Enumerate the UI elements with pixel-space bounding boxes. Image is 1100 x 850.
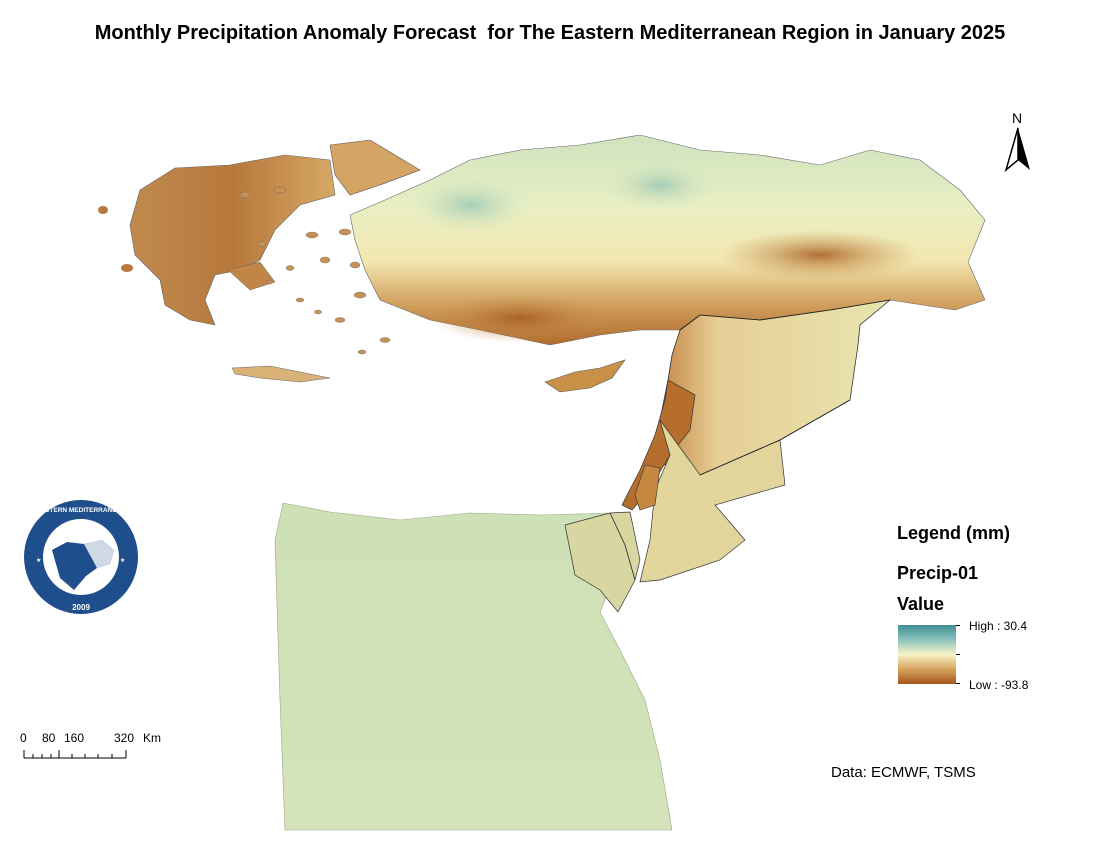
scale-bar	[23, 750, 127, 759]
region-thrace	[329, 139, 421, 196]
aegean-islands	[239, 186, 391, 355]
legend-tick-mid	[956, 654, 960, 655]
legend-title: Legend (mm)	[897, 523, 1011, 543]
svg-text:EASTERN MEDITERRANEAN: EASTERN MEDITERRANEAN	[36, 507, 126, 514]
region-egypt	[274, 502, 673, 831]
emcc-logo: EASTERN MEDITERRANEAN 2009 ★ ★	[22, 498, 140, 616]
region-greece	[129, 154, 336, 326]
region-cyprus	[544, 359, 626, 393]
legend-field-name: Value	[897, 594, 945, 614]
north-arrow	[1000, 108, 1036, 178]
scale-label-160: 160	[64, 731, 85, 745]
svg-text:2009: 2009	[72, 603, 90, 612]
legend-tick-low	[956, 683, 960, 684]
svg-text:★: ★	[120, 557, 125, 564]
north-arrow-icon	[1004, 127, 1030, 173]
scale-label-320: 320	[114, 731, 135, 745]
north-label: N	[1012, 110, 1023, 126]
scale-label-0: 0	[20, 731, 27, 745]
map-title: Monthly Precipitation Anomaly Forecast f…	[94, 22, 1006, 44]
legend-high-label: High : 30.4	[969, 619, 1028, 633]
legend-color-ramp	[898, 625, 956, 684]
emcc-logo-icon: EASTERN MEDITERRANEAN 2009 ★ ★	[24, 500, 138, 614]
scale-label-80: 80	[42, 731, 56, 745]
data-source: Data: ECMWF, TSMS	[831, 764, 976, 781]
legend-tick-high	[956, 625, 960, 626]
legend-layer-name: Precip-01	[897, 563, 979, 583]
legend-low-label: Low : -93.8	[969, 678, 1029, 692]
scale-unit: Km	[143, 731, 161, 745]
svg-text:★: ★	[36, 557, 41, 564]
